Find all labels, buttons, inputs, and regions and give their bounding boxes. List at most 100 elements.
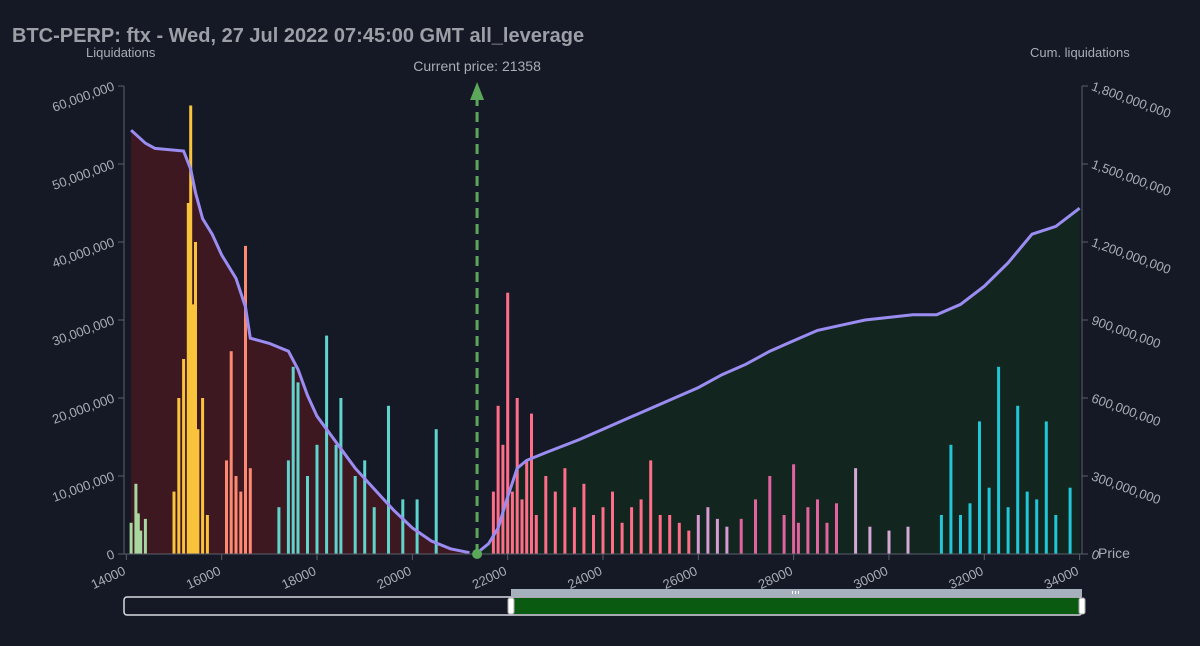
right-axis-title: Cum. liquidations [1030, 45, 1130, 60]
liquidation-bar [792, 464, 796, 554]
liquidation-bar [1025, 491, 1029, 554]
range-slider-bar[interactable] [511, 589, 1082, 597]
right-tick-label: 300,000,000 [1090, 468, 1163, 507]
cumulative-lines [130, 129, 1081, 555]
current-price-marker: Current price: 21358 [413, 58, 541, 559]
range-slider[interactable] [123, 589, 1086, 616]
liquidation-bar [715, 518, 719, 554]
liquidation-bar [997, 366, 1001, 554]
liquidation-bar [987, 487, 991, 554]
left-axis-ticks: 0 10,000,000 20,000,000 30,000,000 40,000,00… [50, 78, 124, 563]
x-tick-label: 20000 [375, 563, 414, 592]
liquidation-bar [611, 491, 614, 554]
liquidation-bar [534, 515, 538, 554]
liquidation-bar [177, 398, 181, 554]
liquidation-bar [315, 444, 319, 554]
right-tick-label: 0 [1090, 546, 1102, 563]
liquidation-bar [835, 503, 838, 554]
right-tick-label: 1,800,000,000 [1090, 78, 1173, 121]
long-cumulative-line [130, 129, 470, 555]
liquidation-bar [248, 468, 252, 554]
liquidation-bar [239, 491, 243, 554]
liquidation-bar [854, 468, 858, 554]
range-slider-selection[interactable] [511, 598, 1082, 614]
liquidation-bar [186, 203, 190, 554]
liquidation-bar [739, 518, 743, 554]
liquidation-bar [887, 530, 891, 554]
long-liquidation-area [131, 130, 470, 554]
liquidation-bar [334, 444, 338, 554]
liquidation-bar [201, 398, 205, 554]
liquidation-bar [501, 444, 505, 554]
liquidation-bar [906, 526, 910, 554]
range-slider-left-handle[interactable] [507, 597, 515, 615]
x-axis-ticks: 14000 16000 18000 20000 22000 24000 26000 28000… [89, 554, 1081, 592]
current-price-label: Current price: 21358 [413, 58, 541, 74]
left-tick-label: 30,000,000 [50, 312, 116, 348]
liquidation-bar [182, 359, 186, 554]
liquidation-bar [868, 526, 872, 554]
range-grip-mark [798, 591, 799, 594]
liquidation-bar [825, 522, 829, 554]
cumulative-fill-areas [131, 130, 1080, 554]
current-price-dot [472, 549, 483, 559]
liquidation-bar [1054, 515, 1058, 554]
liquidation-bar [506, 292, 510, 554]
liquidation-bar [415, 499, 419, 554]
liquidation-bar [491, 491, 495, 554]
liquidation-bar [639, 499, 643, 554]
liquidation-bar [525, 460, 529, 554]
range-grip-mark [792, 591, 793, 594]
liquidation-bar [658, 515, 662, 554]
liquidation-bar [949, 444, 953, 554]
liquidation-bar [291, 366, 295, 554]
liquidation-bar [754, 499, 757, 554]
short-cumulative-line [478, 207, 1081, 553]
liquidation-bar [520, 499, 524, 554]
liquidation-bar [582, 483, 586, 554]
left-axis-title: Liquidations [86, 45, 156, 60]
liquidation-bar [968, 503, 972, 554]
liquidation-bar [387, 405, 390, 554]
range-grip-mark [795, 591, 796, 594]
liquidation-bar [668, 515, 672, 554]
left-tick-label: 0 [104, 546, 116, 563]
liquidation-bar [306, 476, 309, 554]
range-slider-right-handle[interactable] [1078, 597, 1086, 615]
left-tick-label: 60,000,000 [50, 78, 116, 114]
left-tick-label: 10,000,000 [50, 468, 116, 504]
x-tick-label: 32000 [946, 563, 985, 592]
liquidation-bar [563, 468, 567, 554]
liquidation-bar [296, 382, 300, 554]
liquidation-bar [1035, 499, 1039, 554]
liquidation-bar [1016, 405, 1020, 554]
liquidation-bar [1006, 507, 1010, 554]
liquidation-bar [553, 491, 557, 554]
x-tick-label: 14000 [89, 563, 128, 592]
liquidation-bar [325, 335, 329, 554]
liquidation-bar [515, 398, 519, 554]
liquidation-bar [816, 499, 819, 554]
x-tick-label: 24000 [565, 563, 604, 592]
right-tick-label: 900,000,000 [1090, 312, 1163, 351]
current-price-arrow [470, 82, 485, 100]
liquidation-bar [496, 405, 500, 554]
right-tick-label: 600,000,000 [1090, 390, 1163, 429]
liquidation-bar [143, 518, 147, 554]
x-tick-label: 16000 [184, 563, 223, 592]
liquidation-bar [277, 507, 281, 554]
liquidation-bar [649, 460, 653, 554]
liquidation-bar [959, 515, 962, 554]
chart-title: BTC-PERP: ftx - Wed, 27 Jul 2022 07:45:0… [12, 25, 584, 47]
liquidation-bar [687, 530, 691, 554]
liquidation-bar [196, 429, 200, 554]
liquidation-bar [225, 460, 228, 554]
liquidation-bar [510, 491, 514, 554]
x-tick-label: 30000 [851, 563, 890, 592]
liquidation-bar [530, 413, 533, 554]
liquidation-bar [286, 460, 290, 554]
liquidation-bar [1068, 487, 1072, 554]
liquidation-bar [363, 460, 367, 554]
liquidation-bar [601, 507, 605, 554]
